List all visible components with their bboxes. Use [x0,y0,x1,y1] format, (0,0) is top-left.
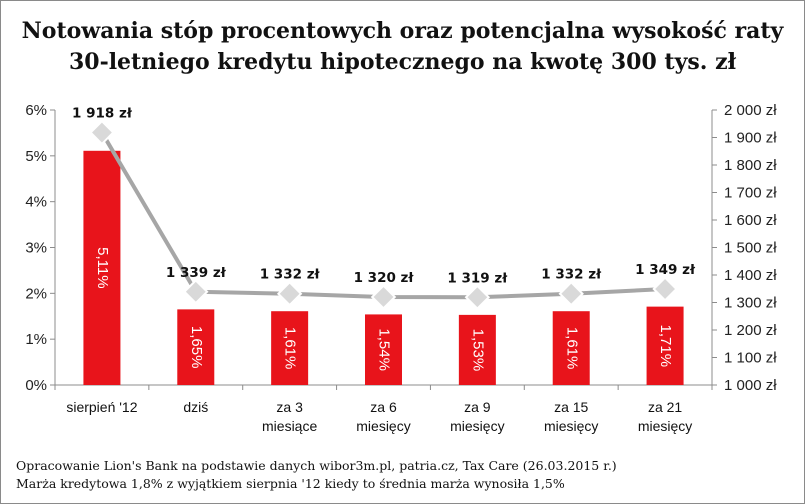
y-right-tick-label: 1 200 zł [724,322,777,339]
line-value-label: 1 319 zł [447,270,508,286]
x-category-label-line: miesięcy [544,418,598,434]
x-category-label-line: za 9 [464,399,491,415]
y-left-tick-label: 4% [25,194,47,211]
y-left-tick-label: 0% [25,377,47,394]
x-category-label-line: za 21 [648,399,682,415]
line-value-label: 1 918 zł [72,106,133,122]
y-left-tick-label: 5% [25,148,47,165]
x-category-label-line: miesięcy [356,418,410,434]
line-marker [370,284,397,310]
y-right-tick-label: 1 300 zł [724,295,777,312]
x-category-label: dziś [183,399,208,415]
line-marker [276,280,303,307]
x-category-label-line: sierpień '12 [66,399,137,415]
y-right-tick-label: 1 400 zł [724,267,777,284]
x-category-label: sierpień '12 [66,399,137,415]
y-left-tick-label: 6% [25,102,47,119]
x-category-label-line: miesięcy [450,418,504,434]
bar [83,150,121,385]
bar [177,309,215,385]
bars: 5,11% 1,65% 1,61% 1,54% 1,53% 1,61% 1,71% [83,150,684,385]
bar-value-label: 1,61% [563,327,580,370]
bar-value-label: 1,61% [282,327,299,370]
y-left-tick-label: 3% [25,240,47,257]
bar [458,314,496,385]
footnote-source: Opracowanie Lion's Bank na podstawie dan… [16,458,617,473]
x-category-label-line: dziś [183,399,208,415]
x-category-label: za 21 miesięcy [638,399,692,434]
x-category-label: za 15 miesięcy [544,399,598,434]
y-right-tick-label: 1 900 zł [724,130,777,147]
x-category-label-line: za 6 [370,399,397,415]
x-category-label-line: za 15 [554,399,588,415]
line-marker [652,276,678,302]
y-right-tick-label: 2 000 zł [724,102,777,119]
line-value-label: 1 332 zł [260,267,321,283]
bar-value-label: 1,54% [376,328,393,371]
line-value-label: 1 320 zł [354,270,415,286]
y-left-tick-label: 1% [25,331,47,348]
axes: 0% 1% 2% 3% 4% 5% 6% 1 000 zł 1 100 zł 1 200 zł 1 … [25,102,777,434]
x-category-label-line: miesiące [262,418,317,434]
line-marker [464,284,491,311]
labels: 1 918 zł 1 339 zł 1 332 zł 1 320 zł 1 319 zł… [72,106,696,287]
footnote-margin: Marża kredytowa 1,8% z wyjątkiem sierpni… [16,476,565,491]
line-value-label: 1 339 zł [166,265,227,281]
y-right-tick-label: 1 000 zł [724,377,777,394]
x-category-label-line: za 3 [276,399,303,415]
x-category-label-line: miesięcy [638,418,692,434]
bar [646,306,684,385]
x-category-label: za 6 miesięcy [356,399,410,434]
x-category-label: za 9 miesięcy [450,399,504,434]
line-marker [183,279,209,305]
y-right-tick-label: 1 800 zł [724,157,777,174]
line-marker [558,280,584,307]
y-right-tick-label: 1 100 zł [724,350,777,367]
line-series [89,119,678,311]
bar-value-label: 1,65% [188,326,205,369]
y-right-tick-label: 1 600 zł [724,212,777,229]
bar [552,311,590,385]
line-value-label: 1 332 zł [541,267,602,283]
y-right-tick-label: 1 500 zł [724,240,777,257]
line-value-label: 1 349 zł [635,262,696,278]
y-left-tick-label: 2% [25,285,47,302]
bar-value-label: 1,71% [657,325,674,368]
bar [365,314,402,385]
y-right-tick-label: 1 700 zł [724,185,777,202]
x-category-label: za 3 miesiące [262,399,317,434]
line-marker [89,119,115,146]
bar [271,311,309,385]
bar-value-label: 5,11% [94,247,111,288]
bar-value-label: 1,53% [469,329,486,372]
chart-title: Notowania stóp procentowych oraz potencj… [21,18,784,75]
